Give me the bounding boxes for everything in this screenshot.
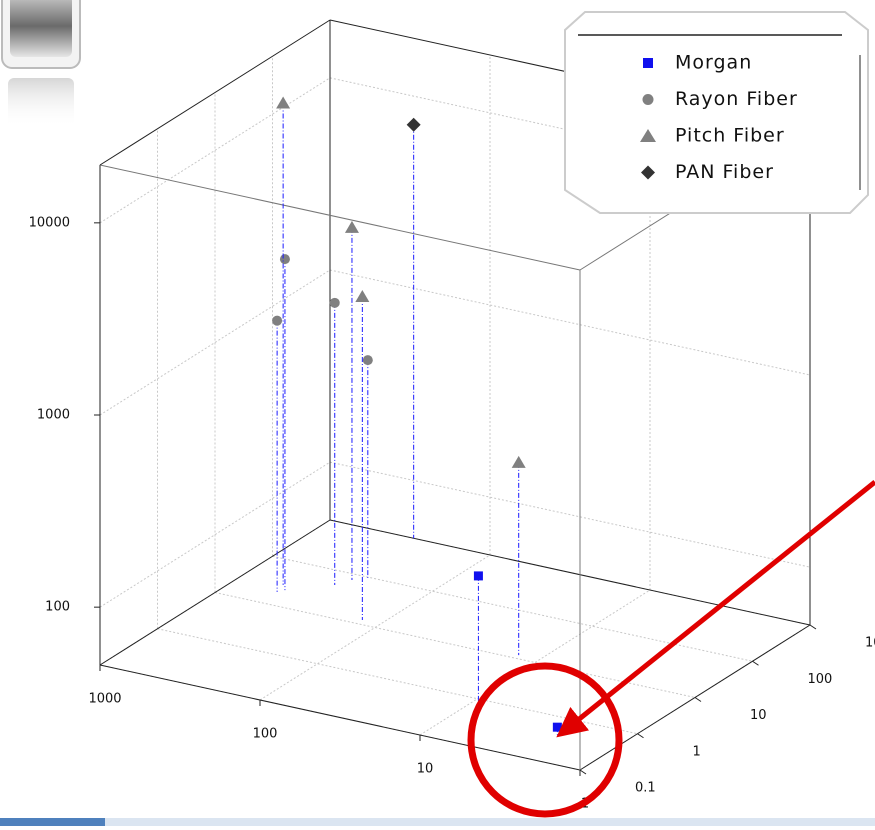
- x-tick-label: 10: [417, 762, 434, 777]
- grid-line: [157, 628, 638, 735]
- legend-marker: [643, 58, 653, 68]
- grid-line: [99, 461, 331, 608]
- data-point: [272, 315, 283, 326]
- legend-label: Pitch Fiber: [675, 125, 785, 147]
- legend-item: Pitch Fiber: [640, 125, 785, 147]
- legend-item: Morgan: [643, 52, 752, 74]
- annotation: [467, 480, 875, 818]
- z-tick-label: 1000: [37, 408, 70, 423]
- data-point: [344, 220, 359, 233]
- legend-marker: [641, 165, 655, 180]
- footer-bar: [105, 818, 875, 826]
- y-tick-label: 0.1: [635, 781, 656, 796]
- legend-items: Morgan Rayon Fiber Pitch Fiber PAN Fiber: [640, 52, 798, 183]
- legend: Morgan Rayon Fiber Pitch Fiber PAN Fiber: [564, 11, 869, 214]
- tick-mark: [637, 733, 644, 739]
- y-tick-label: 10: [750, 708, 767, 723]
- data-point: [473, 571, 483, 581]
- data-point: [406, 117, 421, 132]
- data-point: [362, 355, 373, 366]
- data-point: [279, 254, 290, 265]
- axis-box-edge: [329, 519, 811, 626]
- data-point: [276, 96, 291, 109]
- x-tick-label: 1000: [88, 692, 121, 707]
- tick-mark: [752, 660, 759, 666]
- grid-line: [99, 77, 331, 224]
- data-point: [552, 722, 562, 732]
- legend-label: Rayon Fiber: [675, 88, 798, 110]
- legend-marker: [642, 94, 654, 105]
- grid-line: [419, 589, 651, 736]
- axis-box-edge: [99, 19, 331, 166]
- grid-line: [329, 269, 811, 376]
- tick-mark: [579, 769, 587, 775]
- data-point: [355, 289, 370, 302]
- axis-box-edge: [99, 164, 581, 271]
- legend-marker: [640, 129, 656, 142]
- data-point: [329, 297, 340, 308]
- footer-bar: [0, 818, 105, 826]
- x-tick-label: 100: [253, 727, 278, 742]
- legend-label: Morgan: [675, 52, 752, 74]
- data-point: [511, 455, 526, 468]
- axis-box-edge: [99, 664, 581, 771]
- grid-line: [329, 461, 811, 568]
- y-tick-label: 100: [808, 672, 833, 687]
- z-tick-label: 100: [45, 600, 70, 615]
- grid-line: [259, 554, 491, 701]
- tick-mark: [694, 697, 702, 702]
- y-tick-label: 1000: [865, 636, 875, 651]
- legend-label: PAN Fiber: [675, 161, 774, 183]
- y-tick-label: 1: [693, 744, 701, 759]
- grid-line: [214, 592, 696, 698]
- legend-item: Rayon Fiber: [642, 88, 798, 110]
- axis-box-edge: [99, 519, 331, 666]
- legend-item: PAN Fiber: [641, 161, 774, 183]
- z-tick-label: 10000: [29, 215, 70, 230]
- thumbnail: [1, 0, 81, 128]
- tick-mark: [809, 624, 817, 630]
- grid-line: [272, 555, 753, 662]
- grid-line: [99, 269, 331, 416]
